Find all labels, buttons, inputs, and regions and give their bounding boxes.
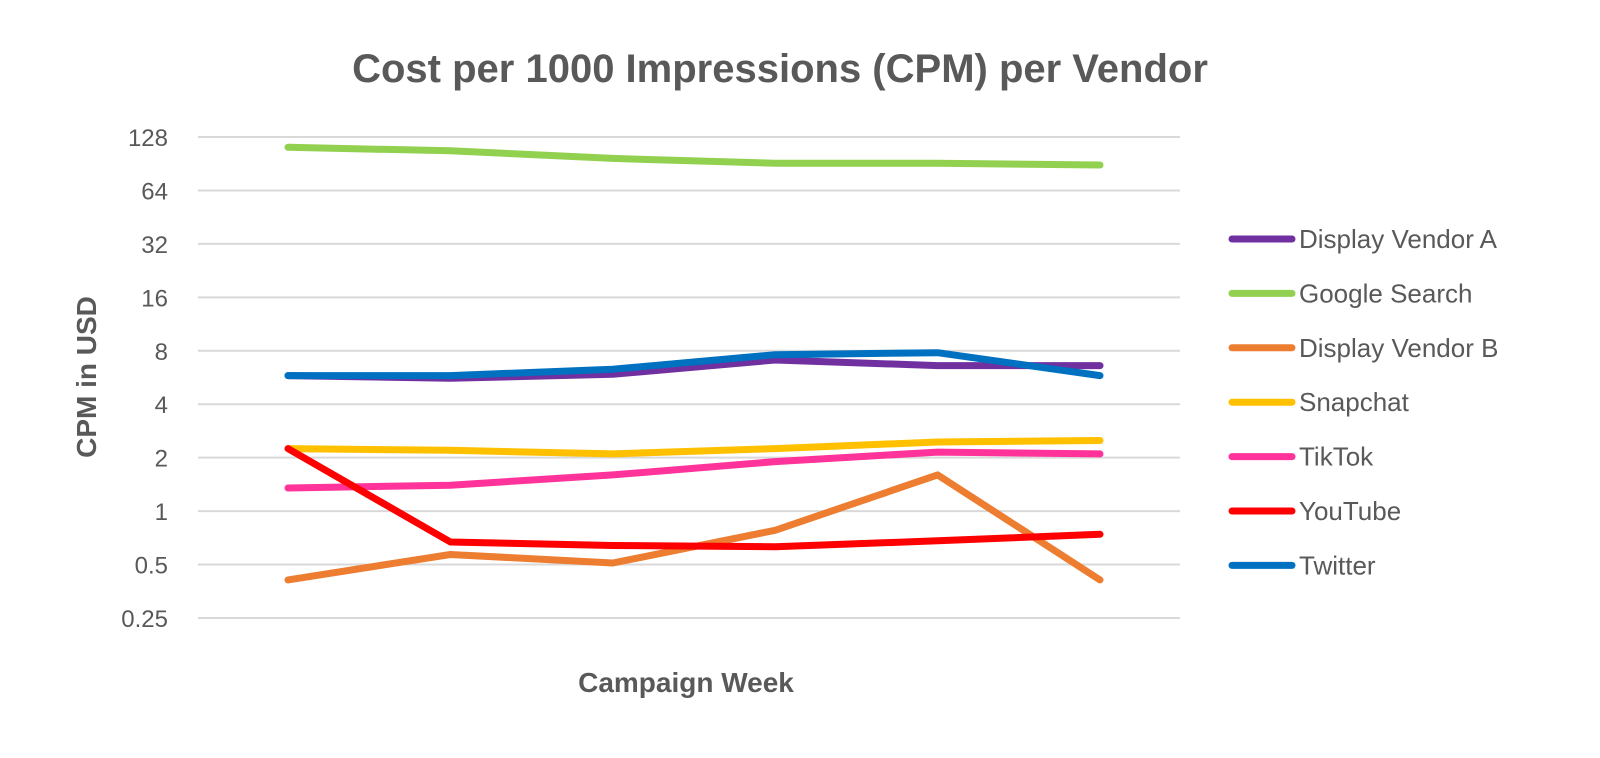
y-tick-label: 1 — [155, 499, 168, 526]
legend-item: Display Vendor A — [1228, 224, 1498, 254]
y-axis-label: CPM in USD — [71, 296, 102, 458]
legend-item: Google Search — [1228, 278, 1472, 308]
grid-layer — [198, 136, 1180, 619]
y-tick-label: 32 — [141, 232, 168, 259]
series-line-youtube — [284, 445, 1104, 551]
y-tick-label: 0.25 — [121, 606, 168, 633]
series-line-snapchat — [284, 437, 1104, 458]
series-line-tiktok — [284, 448, 1104, 492]
series-line-google-search — [284, 143, 1104, 169]
legend-label: YouTube — [1299, 496, 1401, 526]
y-tick-label: 128 — [128, 125, 168, 152]
legend-item: TikTok — [1228, 442, 1374, 472]
legend: Display Vendor A Google Search Display Ven… — [1228, 224, 1498, 580]
y-tick-label: 4 — [155, 392, 168, 419]
legend-item: Display Vendor B — [1228, 333, 1498, 363]
legend-label: Google Search — [1299, 278, 1472, 308]
series-layer — [284, 143, 1104, 584]
y-tick-label: 2 — [155, 446, 168, 473]
x-axis-label: Campaign Week — [578, 667, 794, 698]
y-axis-ticks: 0.25 0.5 1 2 4 8 16 32 64 128 — [121, 125, 168, 633]
legend-item: Twitter — [1228, 550, 1376, 580]
y-tick-label: 64 — [141, 178, 168, 205]
legend-label: Display Vendor B — [1299, 333, 1498, 363]
legend-label: TikTok — [1299, 442, 1374, 472]
legend-item: YouTube — [1228, 496, 1401, 526]
legend-label: Display Vendor A — [1299, 224, 1498, 254]
series-line-twitter — [284, 349, 1104, 380]
legend-item: Snapchat — [1228, 387, 1410, 417]
legend-label: Twitter — [1299, 550, 1376, 580]
legend-label: Snapchat — [1299, 387, 1410, 417]
y-tick-label: 0.5 — [135, 553, 168, 580]
chart-title: Cost per 1000 Impressions (CPM) per Vend… — [352, 47, 1208, 91]
y-tick-label: 16 — [141, 285, 168, 312]
y-tick-label: 8 — [155, 339, 168, 366]
